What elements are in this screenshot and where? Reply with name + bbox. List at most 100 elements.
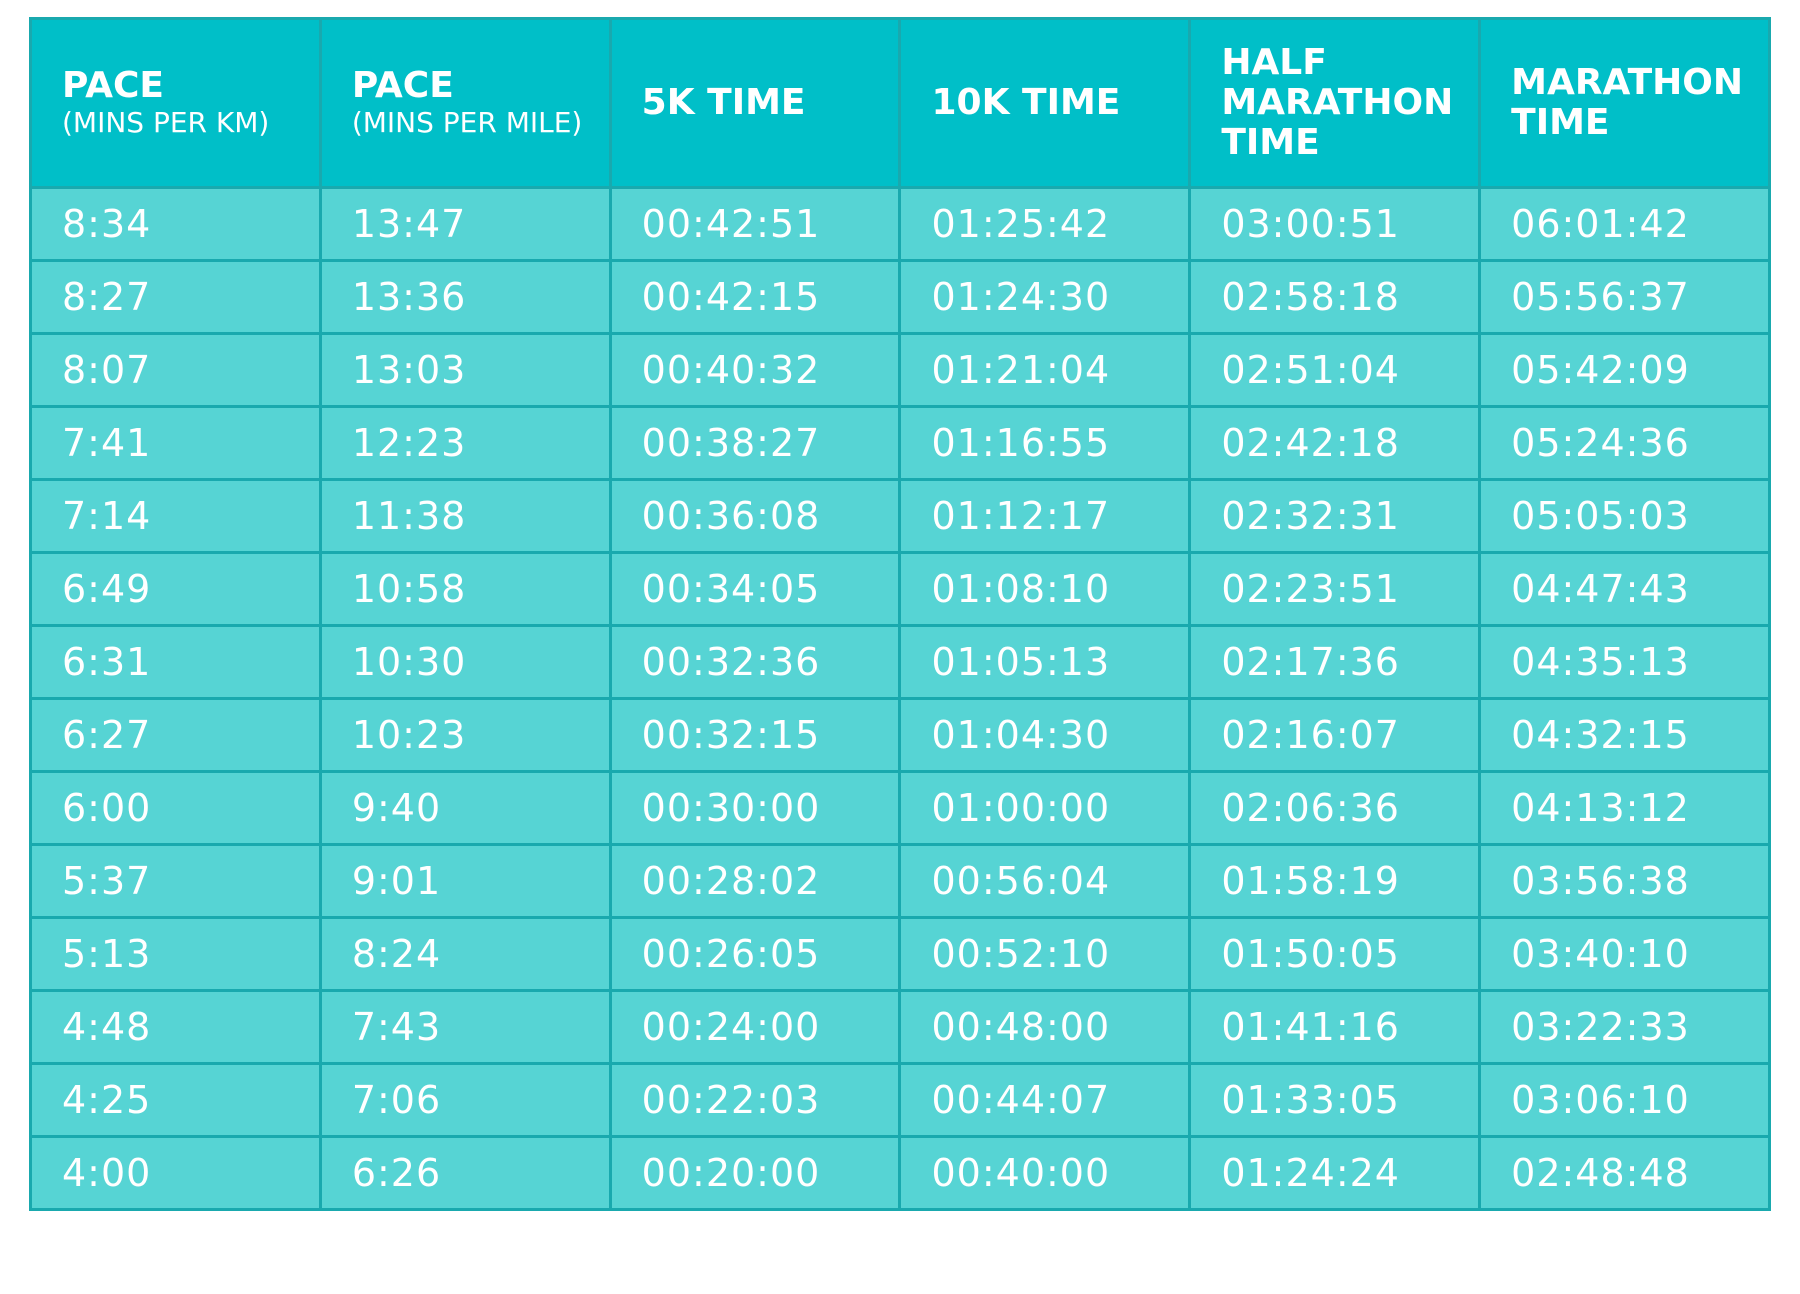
table-cell: 8:07 [29,332,322,408]
table-cell: 6:00 [29,770,322,846]
table-cell: 6:49 [29,551,322,627]
table-cell: 06:01:42 [1478,186,1771,262]
table-cell: 00:32:15 [608,697,902,773]
table-cell: 02:58:18 [1188,259,1482,335]
table-cell: 00:30:00 [608,770,902,846]
table-cell: 13:47 [318,186,612,262]
table-cell: 01:00:00 [898,770,1192,846]
table-cell: 5:37 [29,843,322,919]
table-cell: 8:34 [29,186,322,262]
table-row: 6:49 10:58 00:34:05 01:08:10 02:23:51 04:47:4… [29,551,1771,627]
table-row: 8:07 13:03 00:40:32 01:21:04 02:51:04 05:42:0… [29,332,1771,408]
table-cell: 02:51:04 [1188,332,1482,408]
table-cell: 13:36 [318,259,612,335]
table-cell: 01:33:05 [1188,1062,1482,1138]
table-cell: 04:13:12 [1478,770,1771,846]
table-cell: 01:24:30 [898,259,1192,335]
table-cell: 00:20:00 [608,1135,902,1211]
table-cell: 02:23:51 [1188,551,1482,627]
table-cell: 4:48 [29,989,322,1065]
header-subtitle: (MINS PER MILE) [351,106,583,139]
table-cell: 13:03 [318,332,612,408]
table-cell: 00:38:27 [608,405,902,481]
table-row: 4:25 7:06 00:22:03 00:44:07 01:33:05 03:06:10 [29,1062,1771,1138]
table-cell: 00:26:05 [608,916,902,992]
table-cell: 00:40:32 [608,332,902,408]
pace-table: PACE (MINS PER KM) PACE (MINS PER MILE) 5K T… [29,17,1771,1211]
header-title-line: MARATHON [1511,62,1744,103]
table-cell: 00:24:00 [608,989,902,1065]
table-cell: 10:23 [318,697,612,773]
header-title-line: PACE [351,65,454,106]
table-cell: 6:27 [29,697,322,773]
table-cell: 01:16:55 [898,405,1192,481]
table-cell: 00:22:03 [608,1062,902,1138]
table-cell: 01:41:16 [1188,989,1482,1065]
table-cell: 05:56:37 [1478,259,1771,335]
table-cell: 02:32:31 [1188,478,1482,554]
table-cell: 02:17:36 [1188,624,1482,700]
table-cell: 02:42:18 [1188,405,1482,481]
table-cell: 02:48:48 [1478,1135,1771,1211]
table-cell: 01:25:42 [898,186,1192,262]
table-body: 8:34 13:47 00:42:51 01:25:42 03:00:51 06:01:4… [29,186,1771,1211]
table-cell: 7:43 [318,989,612,1065]
table-cell: 00:44:07 [898,1062,1192,1138]
table-cell: 03:00:51 [1188,186,1482,262]
table-cell: 01:21:04 [898,332,1192,408]
header-title-line: 10K TIME [931,82,1121,123]
table-row: 6:31 10:30 00:32:36 01:05:13 02:17:36 04:35:1… [29,624,1771,700]
table-row: 8:34 13:47 00:42:51 01:25:42 03:00:51 06:01:4… [29,186,1771,262]
table-cell: 00:42:15 [608,259,902,335]
header-cell: PACE (MINS PER MILE) [318,17,612,189]
table-cell: 00:48:00 [898,989,1192,1065]
table-row: 4:00 6:26 00:20:00 00:40:00 01:24:24 02:48:48 [29,1135,1771,1211]
table-cell: 05:05:03 [1478,478,1771,554]
header-title-line: 5K TIME [641,82,806,123]
table-cell: 01:04:30 [898,697,1192,773]
header-cell: PACE (MINS PER KM) [29,17,322,189]
table-cell: 12:23 [318,405,612,481]
table-cell: 8:27 [29,259,322,335]
table-cell: 9:40 [318,770,612,846]
table-cell: 00:56:04 [898,843,1192,919]
table-cell: 6:31 [29,624,322,700]
header-subtitle: (MINS PER KM) [62,106,270,139]
table-cell: 00:52:10 [898,916,1192,992]
header-title-line: TIME [1221,122,1320,163]
header-row: PACE (MINS PER KM) PACE (MINS PER MILE) 5K T… [29,17,1771,189]
table-cell: 4:00 [29,1135,322,1211]
table-row: 5:37 9:01 00:28:02 00:56:04 01:58:19 03:56:38 [29,843,1771,919]
table-cell: 5:13 [29,916,322,992]
table-cell: 4:25 [29,1062,322,1138]
header-cell: MARATHON TIME [1478,17,1771,189]
table-cell: 01:24:24 [1188,1135,1482,1211]
header-cell: 10K TIME [898,17,1192,189]
header-cell: 5K TIME [608,17,902,189]
table-cell: 00:36:08 [608,478,902,554]
table-cell: 02:16:07 [1188,697,1482,773]
table-cell: 00:40:00 [898,1135,1192,1211]
table-row: 7:14 11:38 00:36:08 01:12:17 02:32:31 05:05:0… [29,478,1771,554]
table-row: 6:00 9:40 00:30:00 01:00:00 02:06:36 04:13:12 [29,770,1771,846]
table-header: PACE (MINS PER KM) PACE (MINS PER MILE) 5K T… [29,17,1771,189]
table-cell: 00:42:51 [608,186,902,262]
table-cell: 04:47:43 [1478,551,1771,627]
table-cell: 00:34:05 [608,551,902,627]
table-cell: 05:24:36 [1478,405,1771,481]
header-title-line: MARATHON [1221,82,1454,123]
table-cell: 03:56:38 [1478,843,1771,919]
table-cell: 01:12:17 [898,478,1192,554]
table-cell: 03:40:10 [1478,916,1771,992]
table-cell: 01:50:05 [1188,916,1482,992]
table-cell: 04:35:13 [1478,624,1771,700]
header-title-line: TIME [1511,102,1610,143]
table-cell: 11:38 [318,478,612,554]
header-cell: HALF MARATHON TIME [1188,17,1482,189]
table-cell: 10:30 [318,624,612,700]
table-cell: 04:32:15 [1478,697,1771,773]
table-cell: 7:14 [29,478,322,554]
table-row: 7:41 12:23 00:38:27 01:16:55 02:42:18 05:24:3… [29,405,1771,481]
pace-table-container: PACE (MINS PER KM) PACE (MINS PER MILE) 5K T… [29,17,1771,1211]
table-row: 4:48 7:43 00:24:00 00:48:00 01:41:16 03:22:33 [29,989,1771,1065]
